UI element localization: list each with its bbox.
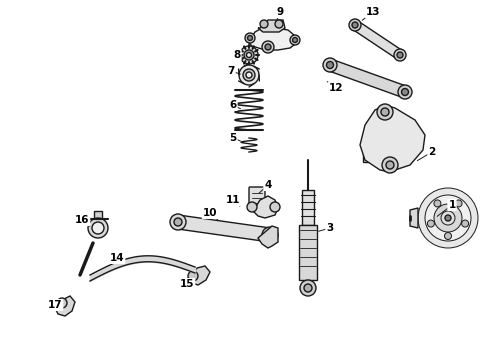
Circle shape (441, 211, 455, 225)
Circle shape (239, 65, 259, 85)
Circle shape (57, 298, 67, 308)
Text: 8: 8 (233, 50, 241, 60)
Bar (299, 225, 317, 280)
Polygon shape (328, 59, 407, 98)
Circle shape (304, 284, 312, 292)
Text: 7: 7 (227, 66, 235, 76)
Circle shape (445, 215, 451, 221)
Circle shape (243, 69, 255, 81)
Text: 15: 15 (180, 279, 194, 289)
Text: 3: 3 (326, 223, 334, 233)
Circle shape (394, 49, 406, 61)
Circle shape (444, 233, 451, 239)
Circle shape (381, 108, 389, 116)
Text: 14: 14 (110, 253, 124, 263)
Polygon shape (352, 21, 403, 59)
Circle shape (382, 157, 398, 173)
Circle shape (462, 220, 468, 227)
Polygon shape (360, 105, 425, 172)
Circle shape (401, 89, 409, 95)
Circle shape (265, 44, 271, 50)
Polygon shape (258, 20, 285, 32)
Circle shape (247, 202, 257, 212)
Circle shape (386, 161, 394, 169)
Bar (94, 211, 102, 219)
Circle shape (260, 20, 268, 28)
Circle shape (349, 19, 361, 31)
Text: 2: 2 (428, 147, 436, 157)
Circle shape (352, 22, 358, 28)
Circle shape (174, 218, 182, 226)
Circle shape (455, 200, 462, 207)
Bar (302, 190, 314, 225)
Circle shape (262, 41, 274, 53)
Text: 10: 10 (203, 208, 217, 218)
Circle shape (246, 72, 252, 78)
Circle shape (262, 227, 278, 243)
Circle shape (245, 33, 255, 43)
Circle shape (266, 231, 274, 239)
Circle shape (88, 218, 108, 238)
Circle shape (326, 62, 334, 68)
Polygon shape (55, 296, 75, 316)
Circle shape (275, 20, 283, 28)
Circle shape (434, 204, 462, 232)
Circle shape (244, 50, 254, 60)
Circle shape (418, 188, 478, 248)
Text: 12: 12 (329, 83, 343, 93)
Circle shape (434, 200, 441, 207)
Polygon shape (248, 28, 298, 50)
Text: 9: 9 (276, 7, 284, 17)
Circle shape (425, 195, 471, 241)
Circle shape (247, 36, 252, 41)
Circle shape (427, 220, 434, 227)
Text: 13: 13 (366, 7, 380, 17)
Text: 6: 6 (229, 100, 237, 110)
Circle shape (300, 280, 316, 296)
Bar (363, 142, 373, 162)
Circle shape (246, 53, 251, 58)
Polygon shape (250, 196, 278, 218)
Circle shape (188, 271, 198, 281)
Polygon shape (185, 266, 210, 285)
Text: 4: 4 (264, 180, 271, 190)
Polygon shape (177, 215, 271, 242)
Text: 5: 5 (229, 133, 237, 143)
Polygon shape (410, 208, 418, 228)
Circle shape (290, 35, 300, 45)
Circle shape (92, 222, 104, 234)
Circle shape (170, 214, 186, 230)
Text: 1: 1 (448, 200, 456, 210)
Circle shape (398, 85, 412, 99)
Text: 11: 11 (226, 195, 240, 205)
Text: 16: 16 (75, 215, 89, 225)
Circle shape (240, 46, 258, 64)
Circle shape (323, 58, 337, 72)
Polygon shape (258, 226, 278, 248)
FancyBboxPatch shape (249, 187, 265, 209)
Circle shape (377, 104, 393, 120)
Circle shape (270, 202, 280, 212)
Circle shape (397, 52, 403, 58)
Text: 17: 17 (48, 300, 62, 310)
Circle shape (293, 37, 297, 42)
